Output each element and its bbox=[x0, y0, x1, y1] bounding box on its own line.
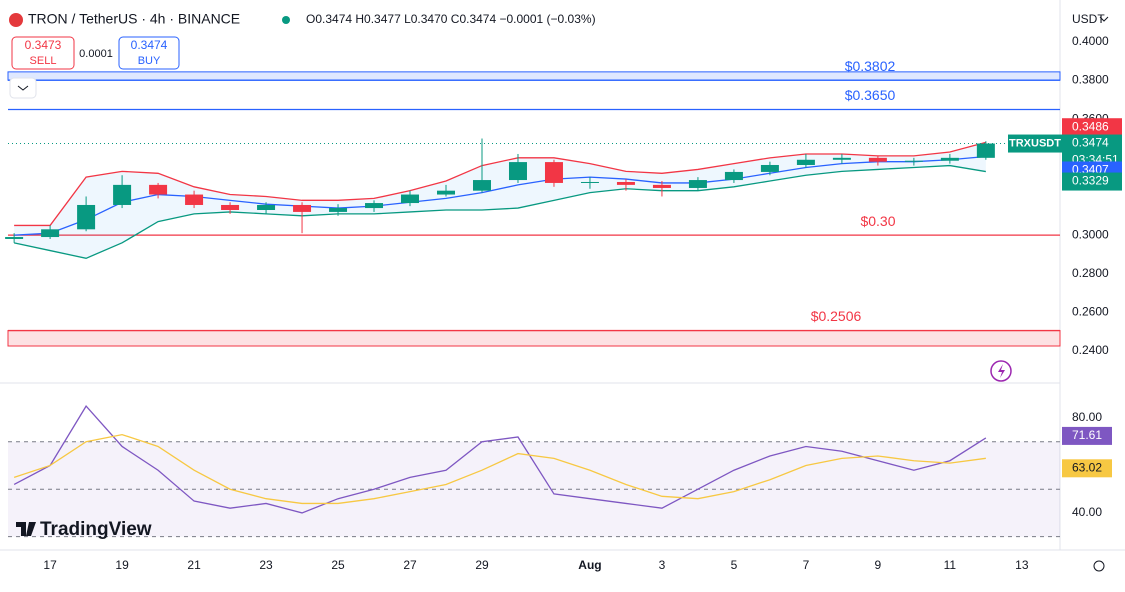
candle-body bbox=[149, 184, 168, 195]
y-tick-label: 0.3800 bbox=[1072, 73, 1109, 87]
candle-body bbox=[185, 194, 204, 205]
candle-body bbox=[616, 181, 635, 185]
level-label: $0.30 bbox=[860, 213, 895, 229]
candle-body bbox=[904, 160, 923, 162]
sell-button[interactable] bbox=[11, 36, 75, 70]
series-line bbox=[13, 164, 986, 259]
series-line bbox=[13, 405, 987, 514]
candle-body bbox=[401, 194, 420, 204]
logo: TradingView bbox=[40, 519, 152, 540]
value-tag-label: 63.02 bbox=[1072, 460, 1102, 474]
y-tick-label: 0.3000 bbox=[1072, 227, 1109, 241]
candle-body bbox=[329, 208, 348, 212]
level-zone bbox=[7, 330, 1061, 347]
level-zone bbox=[7, 71, 1061, 81]
candle-body bbox=[113, 184, 132, 205]
symbol-tag-label: TRXUSDT bbox=[1009, 137, 1061, 149]
price-tag-label: 0.3474 bbox=[1072, 136, 1109, 150]
candle-body bbox=[41, 229, 60, 238]
candle-body bbox=[293, 204, 312, 212]
bolt bbox=[998, 364, 1005, 378]
x-tick-label: 27 bbox=[403, 558, 417, 572]
x-tick-label: 29 bbox=[475, 558, 489, 572]
candle-body bbox=[77, 204, 96, 230]
value-tag bbox=[1062, 459, 1112, 478]
level-label: $0.3802 bbox=[845, 58, 896, 74]
candle-body bbox=[688, 180, 707, 188]
price-tag-label: 0.3329 bbox=[1072, 174, 1109, 188]
x-tick-label: 19 bbox=[115, 558, 129, 572]
currency[interactable]: USDT bbox=[1072, 12, 1105, 26]
buy-label[interactable]: BUY bbox=[138, 55, 161, 67]
candle-body bbox=[437, 190, 456, 195]
x-tick-label: 25 bbox=[331, 558, 345, 572]
candle-body bbox=[796, 159, 815, 165]
series-line bbox=[14, 141, 987, 227]
band-fill bbox=[14, 142, 986, 259]
candle-body bbox=[580, 181, 599, 183]
candle-body bbox=[257, 204, 276, 210]
candle-body bbox=[868, 157, 887, 162]
y-tick-label: 0.2600 bbox=[1072, 305, 1109, 319]
series-line bbox=[13, 433, 986, 505]
candle-body bbox=[976, 143, 995, 158]
candle-body bbox=[724, 171, 743, 181]
x-tick-label: 13 bbox=[1015, 558, 1029, 572]
x-tick-label: 3 bbox=[659, 558, 666, 572]
candle-body bbox=[760, 164, 779, 172]
chevron bbox=[17, 85, 29, 91]
x-tick-label: Aug bbox=[578, 558, 601, 572]
candle-body bbox=[832, 157, 851, 160]
collapse-button[interactable] bbox=[9, 77, 37, 99]
x-tick-label: 7 bbox=[803, 558, 810, 572]
x-tick-label: 5 bbox=[731, 558, 738, 572]
sell-price[interactable]: 0.3473 bbox=[25, 38, 62, 52]
ohlc: O0.3474 H0.3477 L0.3470 C0.3474 −0.0001 … bbox=[306, 12, 596, 26]
x-tick-label: 23 bbox=[259, 558, 273, 572]
logo-mark bbox=[16, 522, 36, 536]
y-tick-label: 80.00 bbox=[1072, 410, 1102, 424]
sell-label[interactable]: SELL bbox=[30, 55, 57, 67]
x-tick-label: 11 bbox=[944, 558, 957, 572]
spread: 0.0001 bbox=[79, 48, 113, 60]
x-tick-label: 9 bbox=[875, 558, 882, 572]
candle-body bbox=[940, 157, 959, 161]
alert-icon[interactable] bbox=[990, 360, 1012, 382]
value-tag-label: 71.61 bbox=[1072, 428, 1102, 442]
symbol-tag bbox=[1008, 134, 1062, 153]
price-tag-label: 0.3486 bbox=[1072, 119, 1109, 133]
buy-price[interactable]: 0.3474 bbox=[131, 38, 168, 52]
settings-icon[interactable] bbox=[1093, 560, 1105, 572]
symbol: TRON / TetherUS · 4h · BINANCE bbox=[28, 11, 240, 27]
x-tick-label: 17 bbox=[43, 558, 57, 572]
candle-body bbox=[221, 204, 240, 210]
candle-body bbox=[652, 184, 671, 188]
rsi-band bbox=[8, 441, 1060, 537]
candle-body bbox=[365, 203, 384, 209]
candle-body bbox=[544, 162, 563, 183]
x-tick-label: 21 bbox=[187, 558, 201, 572]
y-tick-label: 0.4000 bbox=[1072, 34, 1109, 48]
value-tag bbox=[1062, 426, 1112, 445]
y-tick-label: 0.2400 bbox=[1072, 343, 1109, 357]
y-tick-label: 0.2800 bbox=[1072, 266, 1109, 280]
candle-body bbox=[472, 180, 491, 191]
currency-chevron bbox=[1099, 16, 1109, 22]
candle-body bbox=[508, 162, 527, 181]
candle-body bbox=[5, 237, 24, 239]
price-tag bbox=[1062, 118, 1122, 137]
status-dot bbox=[282, 16, 290, 24]
y-tick-label: 40.00 bbox=[1072, 505, 1102, 519]
plot: 17 19 21 23 25 27 29 Aug 3 5 7 9 11 13 0.4000 0.3800 0.3… bbox=[5, 34, 1122, 572]
level-label: $0.2506 bbox=[811, 308, 862, 324]
buy-button[interactable] bbox=[118, 36, 180, 70]
series-line bbox=[14, 155, 986, 236]
level-label: $0.3650 bbox=[845, 87, 896, 103]
symbol-icon bbox=[9, 13, 23, 27]
price-tag bbox=[1062, 172, 1122, 191]
